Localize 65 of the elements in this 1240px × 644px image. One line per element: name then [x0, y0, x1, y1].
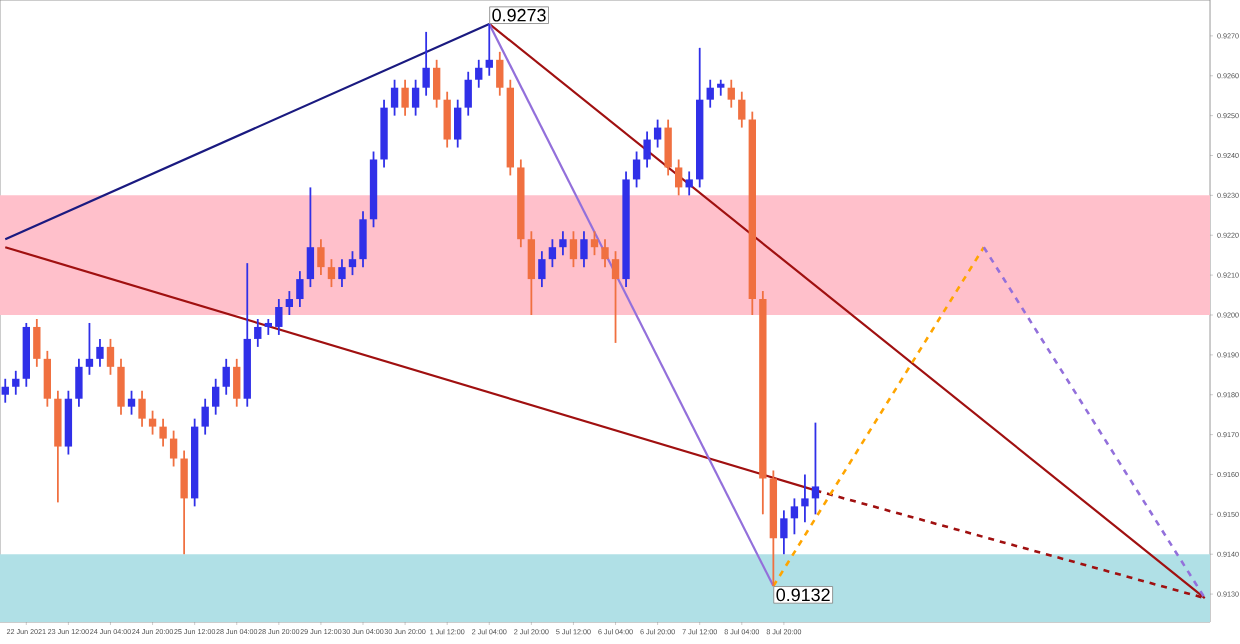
candlestick	[674, 158, 683, 197]
candlestick	[548, 238, 557, 269]
candlestick	[411, 78, 420, 117]
candlestick	[727, 78, 735, 109]
candlestick	[790, 497, 799, 536]
candlestick	[443, 90, 451, 149]
candlestick	[64, 389, 73, 456]
candlestick	[590, 230, 599, 257]
candlestick	[527, 230, 536, 316]
candlestick	[401, 78, 409, 117]
candlestick	[611, 250, 620, 344]
candlestick	[233, 357, 241, 408]
candlestick	[348, 250, 357, 277]
candlestick	[169, 429, 178, 468]
candlestick	[148, 409, 157, 436]
candlestick	[653, 118, 662, 149]
candlestick	[327, 258, 336, 288]
candlestick	[738, 90, 746, 129]
candlestick	[538, 250, 546, 288]
candlestick	[580, 230, 588, 269]
candlestick	[54, 389, 62, 504]
candlestick	[664, 118, 672, 177]
candlestick	[43, 349, 52, 408]
candlestick	[801, 473, 809, 524]
candlestick	[569, 230, 578, 269]
candlestick	[485, 23, 493, 77]
candlestick	[138, 389, 146, 428]
candlestick	[12, 369, 20, 396]
candlestick	[222, 357, 230, 396]
candlestick	[285, 290, 294, 316]
candlestick	[632, 150, 641, 189]
annotation: 0.9273	[492, 8, 546, 22]
candlestick	[317, 238, 325, 277]
candlestick	[359, 210, 367, 269]
candlestick	[422, 30, 430, 97]
candlestick	[496, 50, 504, 97]
candlestick	[1, 377, 9, 404]
candlestick	[127, 389, 136, 416]
candlestick	[643, 130, 651, 169]
candlestick	[811, 421, 820, 516]
candlestick	[338, 258, 346, 288]
candlestick	[159, 417, 167, 448]
candlestick	[454, 98, 462, 149]
candlestick	[75, 357, 83, 408]
candlestick	[96, 338, 104, 368]
candlestick	[685, 170, 693, 197]
candlestick	[106, 338, 115, 376]
candlestick	[180, 449, 188, 556]
candlestick	[706, 78, 714, 109]
candlestick	[85, 322, 94, 376]
candlestick	[254, 318, 262, 348]
candlestick	[601, 238, 609, 269]
annotation: 0.9132	[776, 588, 830, 602]
candlestick	[212, 377, 220, 416]
candlestick	[33, 318, 41, 368]
candlestick	[475, 58, 483, 89]
candlestick	[432, 58, 441, 109]
candlestick	[780, 509, 788, 556]
candlestick	[201, 397, 209, 436]
candlestick	[559, 230, 567, 257]
candlestick	[464, 70, 472, 117]
candlestick	[117, 357, 125, 416]
candlestick	[306, 186, 315, 288]
candlestick	[296, 270, 304, 308]
candlestick	[390, 78, 399, 117]
